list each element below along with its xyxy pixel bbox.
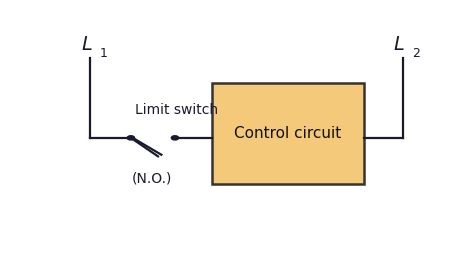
Text: $L$: $L$ [393, 35, 405, 54]
Text: $L$: $L$ [81, 35, 92, 54]
Text: 1: 1 [100, 47, 108, 60]
Text: Control circuit: Control circuit [234, 126, 342, 141]
Text: (N.O.): (N.O.) [132, 171, 172, 185]
Text: 2: 2 [412, 47, 420, 60]
Text: Limit switch: Limit switch [135, 103, 218, 117]
Bar [212, 83, 364, 184]
Circle shape [171, 136, 179, 140]
Circle shape [127, 136, 135, 140]
